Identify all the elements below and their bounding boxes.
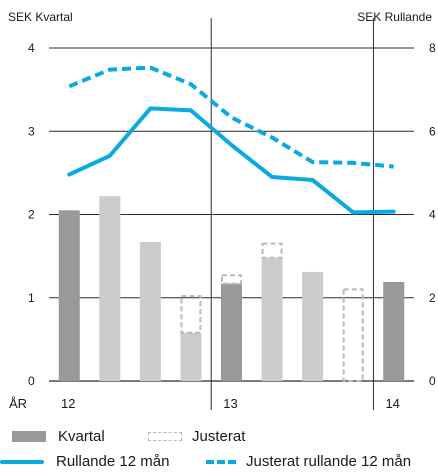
legend-item-kvartal: Kvartal (12, 428, 105, 445)
right-tick-label: 6 (429, 124, 436, 138)
bar-kvartal (261, 257, 283, 381)
bar-kvartal (221, 283, 242, 381)
right-tick-label: 4 (429, 208, 436, 222)
right-axis-title: SEK Rullande (357, 10, 432, 24)
legend-item-rullande: Rullande 12 mån (0, 453, 169, 470)
line-rullande (67, 106, 396, 215)
bar-justerat (221, 274, 242, 285)
legend-swatch-rullande (0, 459, 44, 464)
right-tick-label: 2 (429, 291, 436, 305)
legend-label-justerat: Justerat (192, 428, 246, 445)
line-series (67, 65, 396, 215)
legend: Kvartal Justerat Rullande 12 mån Justera… (0, 428, 438, 475)
bar-justerat (342, 288, 364, 382)
bar-justerat (180, 295, 202, 334)
legend-label-justerat-rullande: Justerat rullande 12 mån (246, 453, 412, 470)
legend-label-rullande: Rullande 12 mån (56, 453, 170, 470)
left-tick-label: 4 (28, 41, 35, 55)
right-tick-label: 0 (429, 374, 436, 388)
bar-kvartal (58, 210, 80, 381)
year-label: 14 (385, 396, 399, 411)
right-tick-label: 8 (429, 41, 436, 55)
x-axis-label: ÅR (9, 396, 27, 411)
legend-label-kvartal: Kvartal (58, 428, 105, 445)
bar-kvartal (99, 196, 121, 381)
year-label: 13 (223, 396, 237, 411)
legend-swatch-kvartal (12, 431, 46, 442)
left-axis-title: SEK Kvartal (8, 10, 73, 24)
left-tick-label: 0 (28, 374, 35, 388)
bar-kvartal (383, 281, 405, 381)
legend-item-justerat-rullande: Justerat rullande 12 mån (206, 453, 411, 470)
bar-kvartal (180, 332, 202, 381)
line-justerat-rullande (68, 65, 394, 169)
left-tick-label: 3 (28, 124, 35, 138)
left-tick-label: 1 (28, 291, 35, 305)
legend-item-justerat: Justerat (148, 428, 245, 445)
bar-kvartal (139, 241, 161, 381)
left-tick-label: 2 (28, 208, 35, 222)
bar-kvartal (302, 271, 324, 381)
legend-swatch-justerat-rullande (206, 459, 236, 464)
bar-justerat (261, 242, 283, 259)
bar-series (58, 196, 405, 382)
year-label: 12 (61, 396, 75, 411)
legend-swatch-justerat (148, 432, 182, 441)
